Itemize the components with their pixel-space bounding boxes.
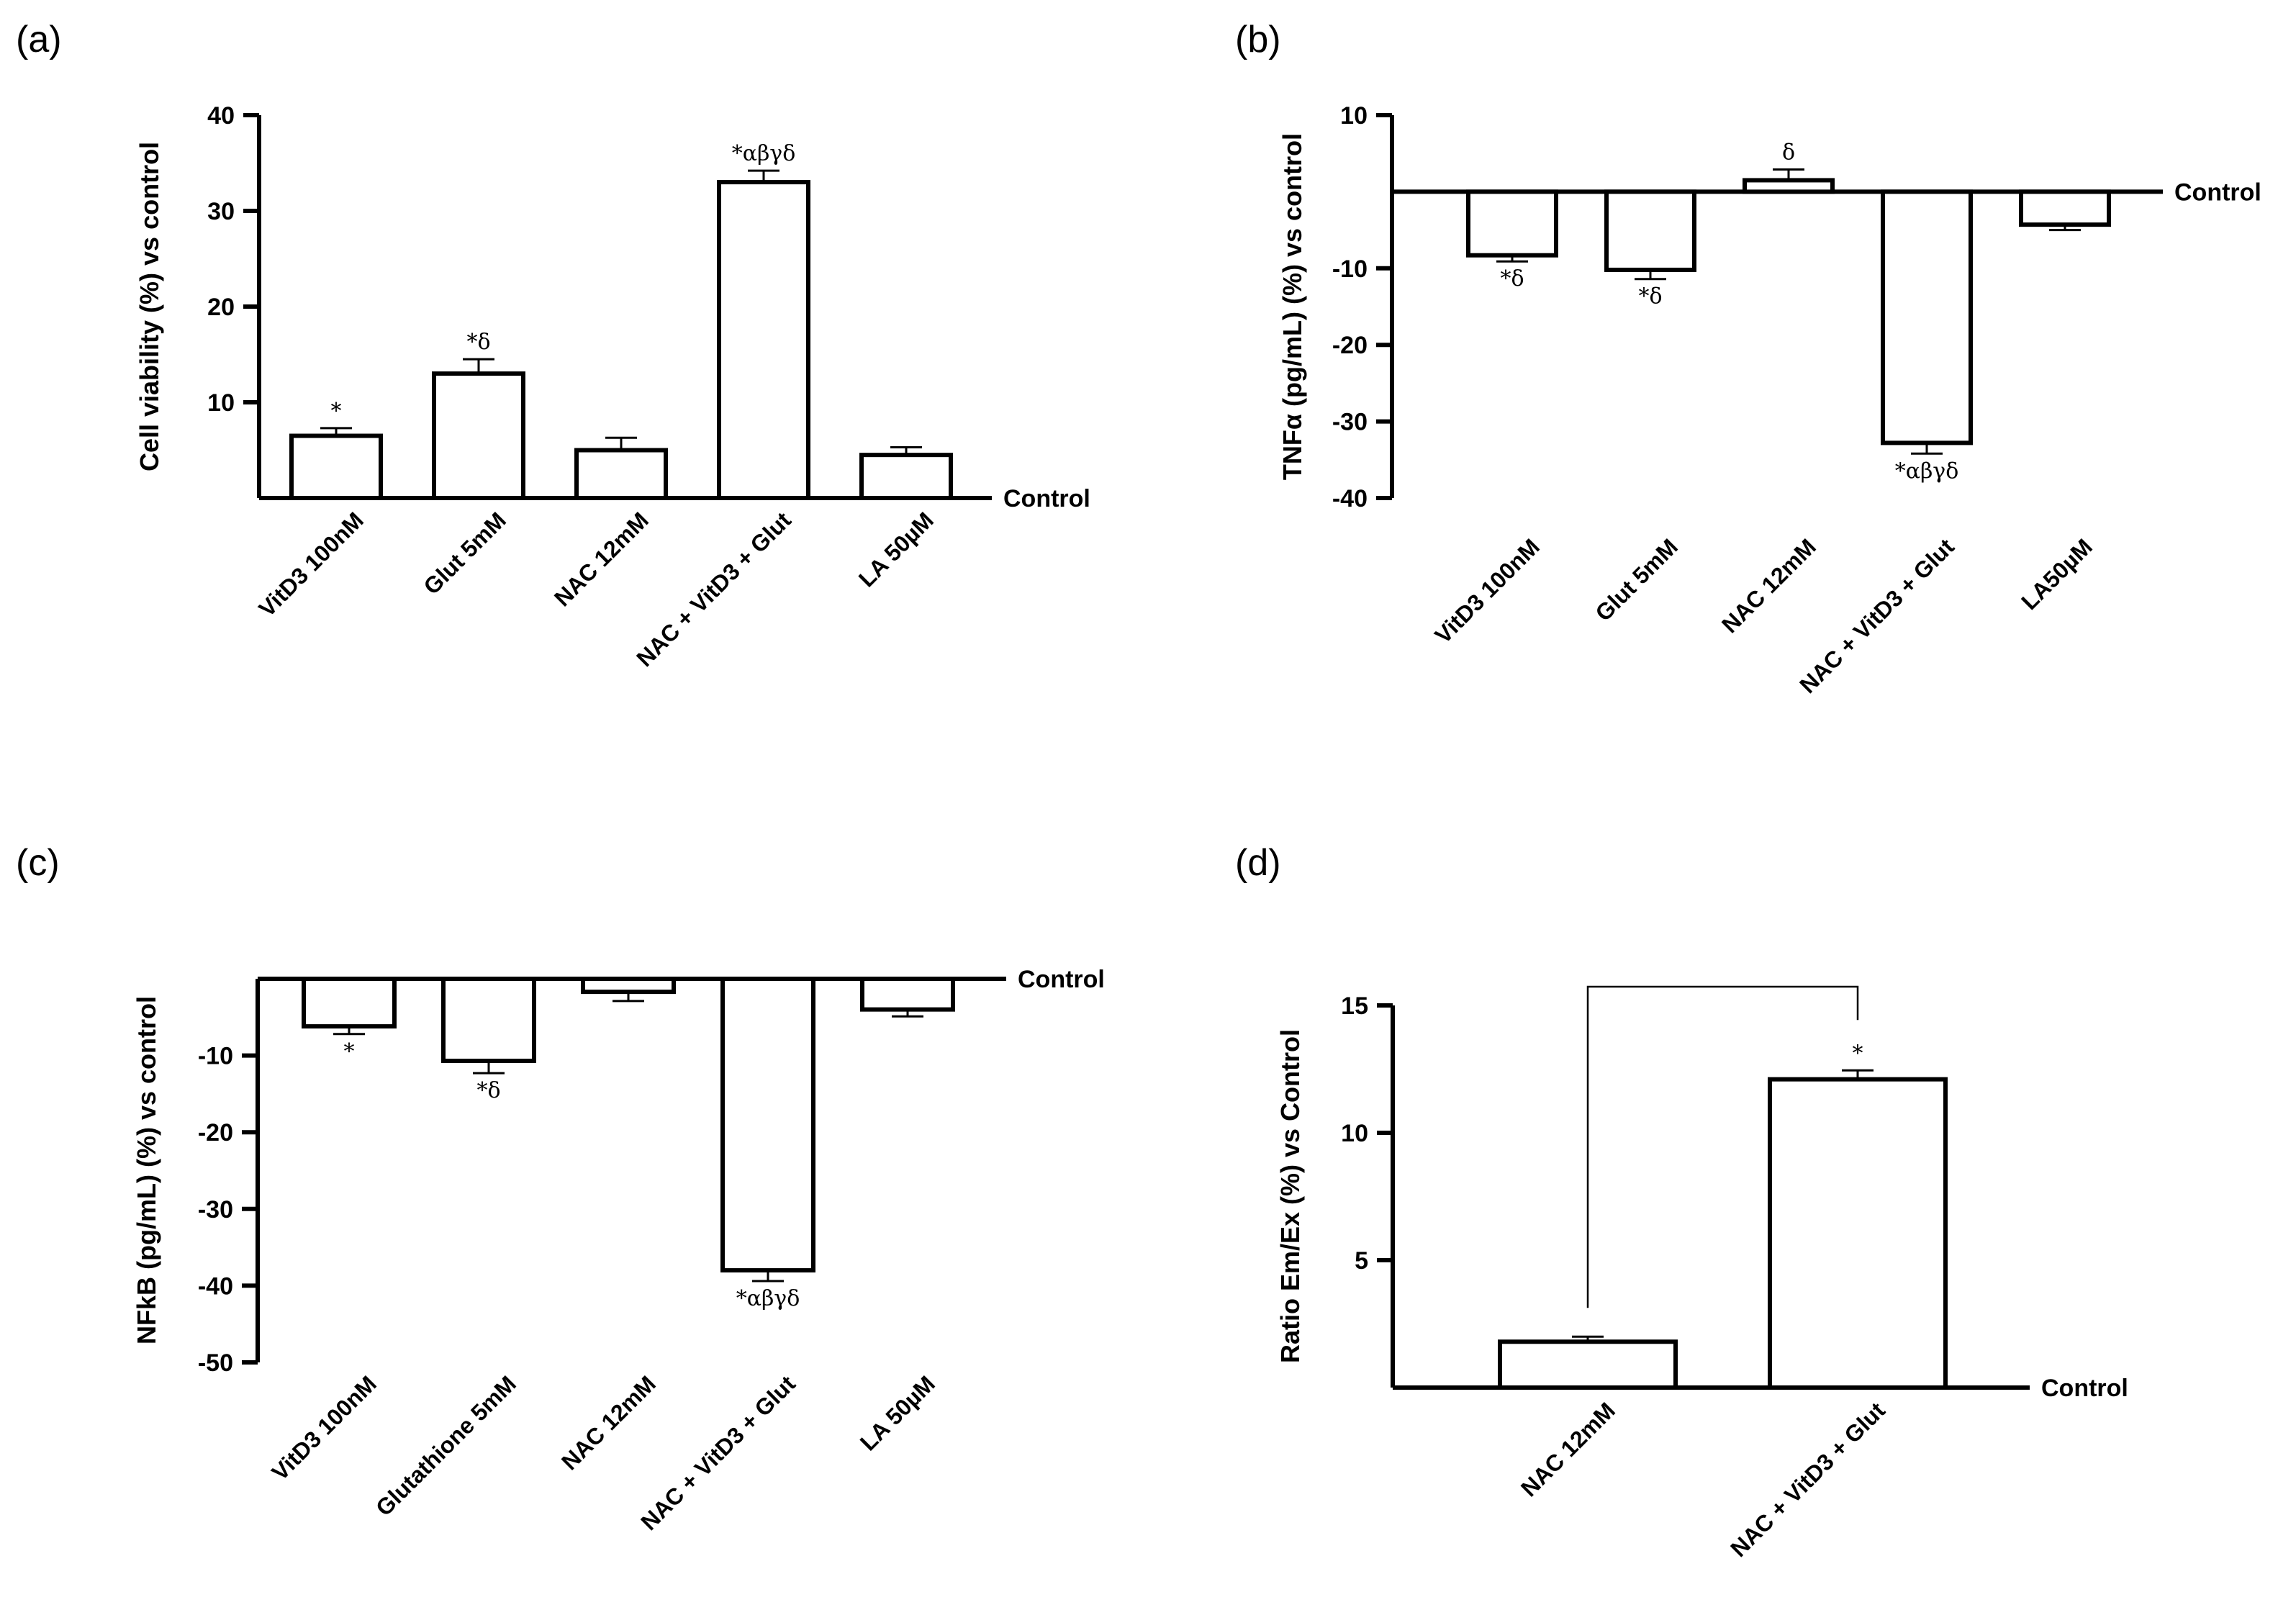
category-label: VitD3 100nM [1429, 533, 1545, 648]
significance-label: δ [1782, 140, 1795, 166]
y-tick-label: 5 [1355, 1247, 1368, 1275]
y-tick-label: -20 [1332, 332, 1368, 359]
y-tick-label: -50 [198, 1349, 233, 1377]
bar [581, 977, 676, 995]
y-axis-label: TNFα (pg/mL) (%) vs control [1278, 133, 1307, 480]
panel-letter: (d) [1235, 842, 1281, 884]
category-label: NAC 12mM [1717, 533, 1821, 638]
category-label: NAC 12mM [1516, 1397, 1620, 1501]
category-label: NAC + VitD3 + Glut [631, 507, 796, 671]
category-label: Glut 5mM [1590, 533, 1683, 626]
category-label: NAC + VitD3 + Glut [1794, 533, 1959, 698]
significance-label: * [331, 399, 342, 424]
panel-a: (a) Control 10 20 30 40 Cell viability (%) vs … [16, 19, 1090, 671]
baseline-label: Control [1018, 966, 1105, 993]
y-tick-label: -10 [1332, 255, 1368, 283]
bar [289, 433, 383, 500]
panel-d: (d) Control 5 10 15 Ratio Em/Ex (%) vs Contro… [1235, 842, 2128, 1562]
y-tick-label: -10 [198, 1043, 233, 1070]
panel-letter: (b) [1235, 19, 1281, 60]
significance-label: *αβγδ [732, 141, 796, 166]
significance-label: *δ [476, 1078, 500, 1103]
category-label: VitD3 100nM [253, 507, 369, 622]
bar [2019, 189, 2111, 227]
significance-label: *δ [1500, 266, 1524, 291]
y-tick-label: 30 [207, 198, 235, 225]
y-axis-label: Ratio Em/Ex (%) vs Control [1275, 1029, 1305, 1363]
significance-label: * [1853, 1041, 1863, 1066]
significance-label: *δ [466, 330, 490, 355]
y-tick-label: -30 [1332, 409, 1368, 436]
bar [1881, 189, 1973, 445]
y-tick-label: 15 [1341, 992, 1368, 1020]
category-label: NAC + VitD3 + Glut [1725, 1397, 1890, 1562]
bar [441, 977, 536, 1064]
y-tick-label: -30 [198, 1196, 233, 1223]
y-tick-label: -40 [1332, 485, 1368, 512]
panel-c: (c) Control -10 -20 -30 -40 -50 NFkB (pg/mL) (%… [16, 842, 1105, 1535]
y-tick-label: 10 [207, 389, 235, 417]
y-tick-label: 20 [207, 294, 235, 321]
y-axis-label: NFkB (pg/mL) (%) vs control [132, 996, 161, 1344]
significance-label: * [344, 1039, 355, 1064]
y-tick-label: -20 [198, 1119, 233, 1146]
category-label: LA50µM [2016, 533, 2097, 615]
y-axis-label: Cell viability (%) vs control [135, 142, 164, 471]
bar [302, 977, 397, 1029]
bar [574, 448, 668, 500]
category-label: NAC 12mM [549, 507, 654, 611]
category-label: VitD3 100nM [266, 1370, 381, 1485]
bar [860, 977, 955, 1012]
category-label: LA 50µM [855, 1370, 940, 1455]
y-tick-label: 10 [1341, 1120, 1368, 1147]
y-tick-label: -40 [198, 1272, 233, 1300]
bar [1768, 1077, 1948, 1390]
significance-label: *αβγδ [1895, 458, 1959, 484]
category-label: Glutathione 5mM [371, 1370, 521, 1521]
category-label: LA 50µM [854, 507, 939, 592]
panel-letter: (a) [16, 19, 62, 60]
bar [432, 371, 525, 500]
baseline-label: Control [1003, 485, 1090, 512]
y-tick-label: 40 [207, 102, 235, 130]
panel-letter: (c) [16, 842, 60, 884]
baseline-label: Control [2041, 1375, 2128, 1402]
y-tick-label: 10 [1340, 102, 1368, 130]
category-label: Glut 5mM [418, 507, 511, 600]
bar [1498, 1339, 1678, 1390]
bar [717, 180, 810, 500]
bar [1466, 189, 1558, 258]
bar [1604, 189, 1696, 272]
comparison-bracket [1586, 985, 1859, 1308]
significance-label: *αβγδ [736, 1286, 800, 1311]
panel-b: (b) Control 10 -10 -20 -30 -40 TNFα (pg/mL) (%)… [1235, 19, 2261, 698]
category-label: NAC + VitD3 + Glut [636, 1370, 800, 1535]
bar [720, 977, 815, 1273]
category-label: NAC 12mM [556, 1370, 661, 1475]
baseline-label: Control [2174, 178, 2261, 206]
significance-label: *δ [1638, 284, 1662, 309]
bar [1743, 178, 1835, 194]
bar [859, 453, 953, 501]
